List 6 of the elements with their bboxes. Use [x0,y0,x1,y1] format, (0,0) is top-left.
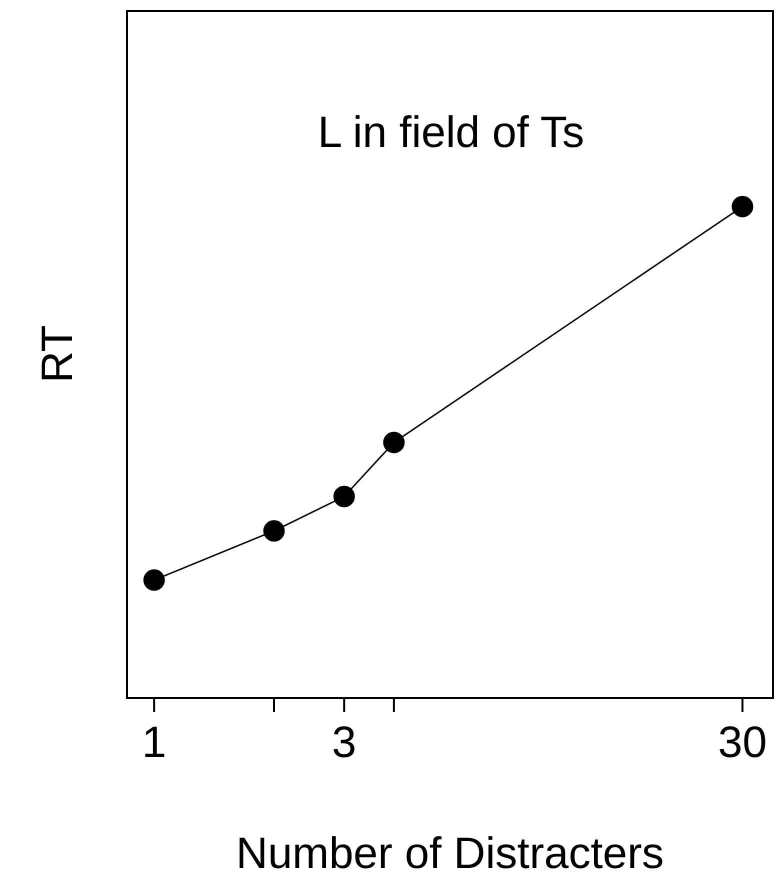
x-axis-title: Number of Distracters [236,829,664,878]
y-axis-title: RT [32,325,83,383]
x-tick-label: 3 [332,718,356,768]
x-tick-label: 30 [718,718,767,768]
x-tick-label: 1 [142,718,166,768]
chart-title: L in field of Ts [316,108,586,158]
